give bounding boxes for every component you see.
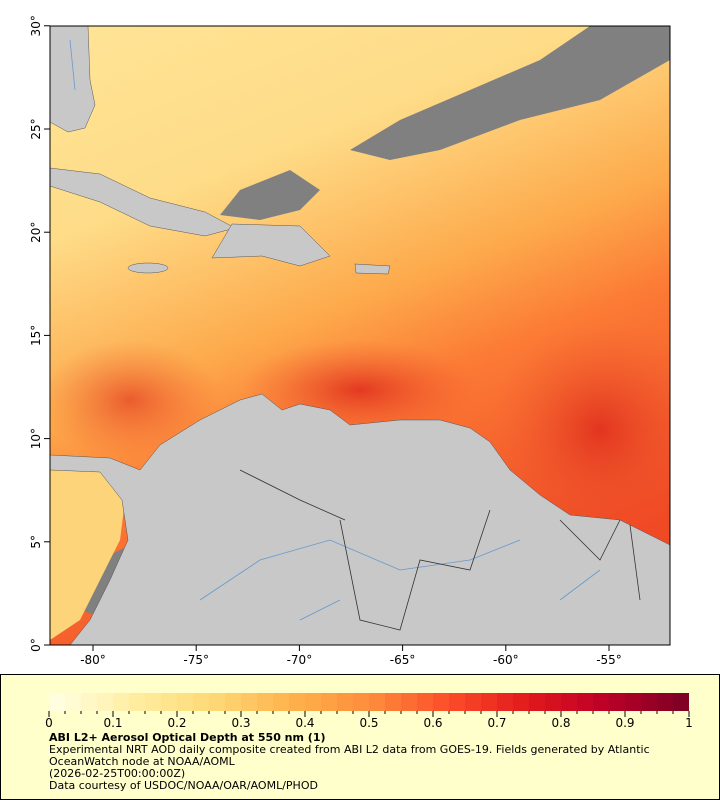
lat-label: 15° xyxy=(29,325,43,346)
colorbar-swatch xyxy=(465,693,481,711)
high-aod-region xyxy=(490,320,670,540)
colorbar-swatch xyxy=(529,693,545,711)
lat-label: 20° xyxy=(29,222,43,243)
land xyxy=(50,26,670,645)
lat-label: 25° xyxy=(29,118,43,139)
legend-description-cont: OceanWatch node at NOAA/AOML xyxy=(49,755,235,768)
colorbar-label: 0 xyxy=(45,716,53,730)
colorbar-swatch xyxy=(113,693,129,711)
lat-label: 0° xyxy=(29,638,43,652)
lon-label: -70° xyxy=(287,653,313,667)
borders xyxy=(239,469,641,631)
colorbar-label: 1 xyxy=(685,716,693,730)
colorbar-swatch xyxy=(609,693,625,711)
colorbar-swatch xyxy=(513,693,529,711)
legend-title: ABI L2+ Aerosol Optical Depth at 550 nm … xyxy=(49,731,326,744)
lon-label: -75° xyxy=(183,653,209,667)
colorbar xyxy=(49,693,689,711)
colorbar-swatch xyxy=(193,693,209,711)
colorbar-swatch xyxy=(97,693,113,711)
colorbar-swatch xyxy=(209,693,225,711)
pacific-ocean xyxy=(50,470,125,640)
colorbar-swatch xyxy=(337,693,353,711)
colorbar-swatch xyxy=(497,693,513,711)
rivers xyxy=(69,39,601,621)
lat-label: 5° xyxy=(29,535,43,549)
south-america xyxy=(50,393,670,645)
lat-label: 30° xyxy=(29,15,43,36)
colorbar-swatch xyxy=(401,693,417,711)
puerto-rico xyxy=(354,263,391,275)
colorbar-swatch xyxy=(321,693,337,711)
lat-label: 10° xyxy=(29,428,43,449)
colorbar-swatch xyxy=(81,693,97,711)
colorbar-swatch xyxy=(561,693,577,711)
colorbar-swatch xyxy=(593,693,609,711)
colorbar-swatch xyxy=(145,693,161,711)
colorbar-swatch xyxy=(129,693,145,711)
colorbar-label: 0.5 xyxy=(359,716,378,730)
no-data-cloud xyxy=(350,26,670,160)
colorbar-swatch xyxy=(481,693,497,711)
colorbar-swatch xyxy=(241,693,257,711)
colorbar-swatch xyxy=(273,693,289,711)
colorbar-swatch xyxy=(161,693,177,711)
lon-label: -65° xyxy=(390,653,416,667)
legend-credit: Data courtesy of USDOC/NOAA/OAR/AOML/PHO… xyxy=(49,779,318,792)
colorbar-swatch xyxy=(625,693,641,711)
colorbar-swatch xyxy=(289,693,305,711)
aod-map: 0° 5° 10° 15° 20° 25° 30° -80° -75° -70° -65° -60° -… xyxy=(29,15,671,667)
colorbar-swatch xyxy=(577,693,593,711)
colorbar-swatch xyxy=(417,693,433,711)
colorbar-label: 0.9 xyxy=(615,716,634,730)
lon-label: -60° xyxy=(493,653,519,667)
colorbar-swatch xyxy=(449,693,465,711)
legend-description: Experimental NRT AOD daily composite cre… xyxy=(49,743,650,756)
no-data-cloud xyxy=(220,170,320,220)
florida xyxy=(50,26,96,133)
jamaica xyxy=(127,262,169,274)
colorbar-label: 0.1 xyxy=(103,716,122,730)
colorbar-swatch xyxy=(49,693,65,711)
lon-label: -80° xyxy=(80,653,106,667)
colorbar-swatch xyxy=(225,693,241,711)
colorbar-swatch xyxy=(385,693,401,711)
colorbar-label: 0.4 xyxy=(295,716,314,730)
colorbar-label: 0.6 xyxy=(423,716,442,730)
colorbar-swatch xyxy=(65,693,81,711)
colorbar-swatch xyxy=(257,693,273,711)
colorbar-swatch xyxy=(545,693,561,711)
colorbar-label: 0.2 xyxy=(167,716,186,730)
colorbar-swatch xyxy=(433,693,449,711)
colorbar-swatch xyxy=(369,693,385,711)
hispaniola xyxy=(211,223,331,267)
high-aod-region xyxy=(50,340,220,460)
colorbar-swatch xyxy=(657,693,673,711)
colorbar-label: 0.3 xyxy=(231,716,250,730)
colorbar-swatch xyxy=(673,693,689,711)
colorbar-swatch xyxy=(305,693,321,711)
colorbar-swatch xyxy=(353,693,369,711)
cuba xyxy=(50,167,236,237)
lon-label: -55° xyxy=(596,653,622,667)
colorbar-label: 0.8 xyxy=(551,716,570,730)
legend-time: (2026-02-25T00:00:00Z) xyxy=(49,767,186,780)
colorbar-label: 0.7 xyxy=(487,716,506,730)
legend-panel: 0 0.1 0.2 0.3 0.4 0.5 0.6 0.7 0.8 0.9 1 ABI L2+ Ae… xyxy=(0,674,720,800)
colorbar-swatch xyxy=(177,693,193,711)
colorbar-swatch xyxy=(641,693,657,711)
